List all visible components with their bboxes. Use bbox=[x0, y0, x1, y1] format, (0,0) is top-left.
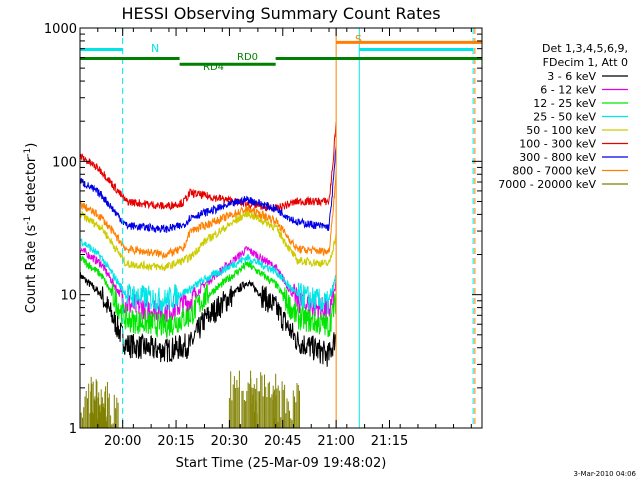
mode-bars bbox=[80, 40, 482, 66]
plot-frame bbox=[79, 27, 483, 429]
y-axis-label-mid: detector bbox=[24, 156, 39, 216]
plot-area: 20:00 20:15 20:30 20:45 21:00 21:15 1 10 100 100… bbox=[44, 22, 483, 449]
series-7000-20000-burst-3 bbox=[250, 372, 279, 428]
y-tick-label-0: 1 bbox=[69, 422, 77, 437]
legend-label-7: 800 - 7000 keV bbox=[512, 165, 596, 178]
annotation-n: N bbox=[151, 42, 159, 55]
legend-label-1: 6 - 12 keV bbox=[540, 84, 596, 97]
x-tick-label-4: 21:00 bbox=[317, 434, 354, 449]
legend-label-6: 300 - 800 keV bbox=[519, 151, 596, 164]
y-axis-ticks: 1 10 100 1000 bbox=[44, 22, 482, 437]
legend-label-8: 7000 - 20000 keV bbox=[498, 178, 596, 191]
series-line-2 bbox=[79, 255, 337, 339]
y-axis-label-end: ) bbox=[24, 143, 39, 148]
y-axis-label-main: Count Rate (s bbox=[24, 225, 39, 314]
y-axis-label-sup2: -1 bbox=[23, 148, 33, 157]
legend-label-5: 100 - 300 keV bbox=[519, 138, 596, 151]
series-7000-20000-burst-2 bbox=[228, 370, 258, 428]
legend-label-0: 3 - 6 keV bbox=[547, 70, 596, 83]
series-layer bbox=[79, 121, 337, 428]
annotation-s: S bbox=[355, 33, 362, 46]
series-7000-20000-burst-4 bbox=[271, 381, 300, 428]
annotation-rd0: RD0 bbox=[237, 52, 258, 63]
series-line-5 bbox=[79, 121, 337, 213]
legend: Det 1,3,4,5,6,9, FDecim 1, Att 0 3 - 6 k… bbox=[498, 42, 628, 191]
x-tick-label-3: 20:45 bbox=[264, 434, 301, 449]
y-tick-label-1: 10 bbox=[60, 289, 77, 304]
x-axis-ticks: 20:00 20:15 20:30 20:45 21:00 21:15 bbox=[79, 28, 472, 449]
legend-label-2: 12 - 25 keV bbox=[533, 97, 596, 110]
y-tick-label-2: 100 bbox=[52, 155, 77, 170]
y-tick-label-3: 1000 bbox=[44, 22, 77, 37]
y-axis-label-sup1: -1 bbox=[23, 216, 33, 225]
chart-title: HESSI Observing Summary Count Rates bbox=[121, 4, 440, 23]
y-axis-label: Count Rate (s-1 detector-1) bbox=[23, 143, 39, 314]
timestamp: 3-Mar-2010 04:06 bbox=[574, 470, 637, 478]
legend-title-line-2: FDecim 1, Att 0 bbox=[543, 56, 628, 69]
legend-title-line-1: Det 1,3,4,5,6,9, bbox=[542, 42, 628, 55]
series-7000-20000-burst-1 bbox=[90, 381, 119, 428]
x-tick-label-0: 20:00 bbox=[104, 434, 141, 449]
x-axis-label: Start Time (25-Mar-09 19:48:02) bbox=[176, 456, 387, 471]
legend-label-4: 50 - 100 keV bbox=[526, 124, 596, 137]
x-tick-label-1: 20:15 bbox=[157, 434, 194, 449]
series-line-0 bbox=[79, 272, 337, 367]
annotation-rd4: RD4 bbox=[203, 62, 224, 73]
x-tick-label-2: 20:30 bbox=[211, 434, 248, 449]
x-tick-label-5: 21:15 bbox=[371, 434, 408, 449]
legend-label-3: 25 - 50 keV bbox=[533, 111, 596, 124]
